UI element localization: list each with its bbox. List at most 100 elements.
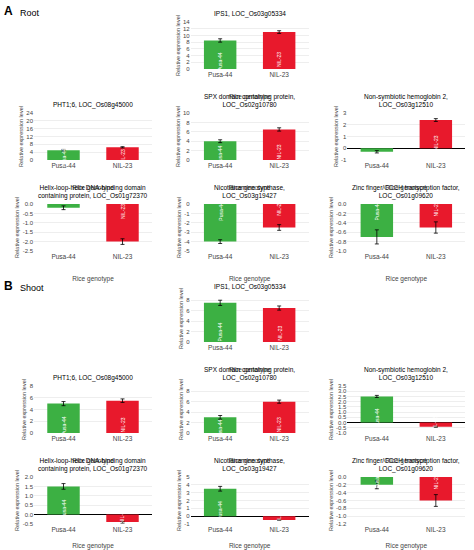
svg-text:Pusa-44: Pusa-44 bbox=[208, 253, 233, 260]
svg-text:4: 4 bbox=[30, 407, 34, 413]
svg-text:Relative expression level: Relative expression level bbox=[178, 379, 184, 440]
svg-text:Pusa-44: Pusa-44 bbox=[374, 408, 380, 427]
svg-text:8: 8 bbox=[186, 39, 190, 45]
svg-text:Pusa-44: Pusa-44 bbox=[208, 71, 233, 78]
svg-text:-5: -5 bbox=[184, 248, 190, 254]
svg-text:0: 0 bbox=[30, 157, 34, 163]
svg-text:Pusa-44: Pusa-44 bbox=[51, 526, 76, 533]
svg-text:-2.5: -2.5 bbox=[23, 248, 34, 254]
svg-text:-1.0: -1.0 bbox=[336, 430, 347, 436]
svg-text:Rice genotype: Rice genotype bbox=[229, 93, 271, 101]
svg-text:8: 8 bbox=[186, 388, 190, 394]
svg-text:Rice genotype: Rice genotype bbox=[386, 457, 428, 465]
svg-text:-0.8: -0.8 bbox=[336, 239, 347, 245]
svg-text:3.5: 3.5 bbox=[338, 383, 347, 389]
svg-text:NIL-23: NIL-23 bbox=[269, 435, 289, 442]
svg-text:0: 0 bbox=[186, 201, 190, 207]
svg-text:Zinc finger/CCCH transcription: Zinc finger/CCCH transcription factor,LO… bbox=[352, 457, 460, 473]
svg-text:0.5: 0.5 bbox=[338, 414, 347, 420]
svg-text:Helix-loop-helix DNA-binding d: Helix-loop-helix DNA-binding domainconta… bbox=[38, 184, 148, 200]
svg-text:-0.2: -0.2 bbox=[336, 211, 347, 217]
svg-text:-1.2: -1.2 bbox=[336, 521, 347, 527]
svg-text:1: 1 bbox=[343, 134, 347, 140]
svg-text:Pusa-44: Pusa-44 bbox=[51, 162, 76, 169]
svg-text:-0.5: -0.5 bbox=[23, 521, 34, 527]
svg-text:-0.5: -0.5 bbox=[336, 425, 347, 431]
svg-text:6: 6 bbox=[186, 399, 190, 405]
svg-text:Pusa-44: Pusa-44 bbox=[374, 202, 380, 221]
svg-text:Relative expression level: Relative expression level bbox=[21, 379, 27, 440]
svg-text:Rice genotype: Rice genotype bbox=[72, 457, 114, 465]
svg-text:2: 2 bbox=[343, 122, 347, 128]
svg-text:Rice genotype: Rice genotype bbox=[386, 275, 428, 283]
svg-text:NIL-23: NIL-23 bbox=[276, 52, 282, 67]
svg-text:24: 24 bbox=[26, 110, 33, 116]
svg-text:Rice genotype: Rice genotype bbox=[72, 542, 114, 550]
svg-text:NIL-23: NIL-23 bbox=[113, 526, 133, 533]
svg-text:Pusa-44: Pusa-44 bbox=[217, 419, 223, 438]
svg-text:Rice genotype: Rice genotype bbox=[229, 457, 271, 465]
svg-text:Pusa-44: Pusa-44 bbox=[208, 344, 233, 351]
svg-text:Relative expression level: Relative expression level bbox=[175, 106, 181, 167]
svg-text:-0.8: -0.8 bbox=[336, 505, 347, 511]
svg-text:Relative expression level: Relative expression level bbox=[333, 106, 339, 167]
svg-text:B: B bbox=[4, 279, 13, 293]
svg-text:1: 1 bbox=[186, 505, 190, 511]
svg-text:Non-symbiotic hemoglobin 2,LOC: Non-symbiotic hemoglobin 2,LOC_Os03g1251… bbox=[364, 366, 448, 382]
svg-text:2: 2 bbox=[186, 148, 190, 154]
svg-text:6: 6 bbox=[186, 46, 190, 52]
svg-text:2.5: 2.5 bbox=[338, 394, 347, 400]
svg-text:IPS1, LOC_Os03g05334: IPS1, LOC_Os03g05334 bbox=[214, 283, 286, 291]
svg-text:Relative expression level: Relative expression level bbox=[175, 15, 181, 76]
svg-text:NIL-23: NIL-23 bbox=[426, 253, 446, 260]
svg-text:Non-symbiotic hemoglobin 2,LOC: Non-symbiotic hemoglobin 2,LOC_Os03g1251… bbox=[364, 93, 448, 109]
svg-text:4: 4 bbox=[186, 138, 190, 144]
svg-text:Rice genotype: Rice genotype bbox=[386, 184, 428, 192]
svg-text:NIL-23: NIL-23 bbox=[433, 135, 439, 150]
svg-text:Relative expression level: Relative expression level bbox=[328, 379, 334, 440]
svg-text:0.0: 0.0 bbox=[338, 474, 347, 480]
svg-text:3: 3 bbox=[343, 110, 347, 116]
svg-text:Nicotianamine synthase,LOC_Os0: Nicotianamine synthase,LOC_Os03g19427 bbox=[214, 184, 285, 200]
svg-text:Relative expression level: Relative expression level bbox=[176, 197, 182, 258]
svg-text:-0.4: -0.4 bbox=[336, 220, 347, 226]
svg-text:8: 8 bbox=[186, 297, 190, 303]
svg-text:0: 0 bbox=[186, 513, 190, 519]
svg-text:NIL-23: NIL-23 bbox=[113, 162, 133, 169]
svg-text:Relative expression level: Relative expression level bbox=[176, 470, 182, 531]
svg-text:2: 2 bbox=[30, 418, 34, 424]
svg-text:20: 20 bbox=[26, 118, 33, 124]
svg-text:6: 6 bbox=[30, 395, 34, 401]
svg-text:Rice genotype: Rice genotype bbox=[72, 275, 114, 283]
svg-text:Root: Root bbox=[20, 8, 40, 18]
svg-text:Pusa-44: Pusa-44 bbox=[365, 253, 390, 260]
svg-text:Pusa-44: Pusa-44 bbox=[217, 52, 223, 71]
svg-text:4: 4 bbox=[186, 409, 190, 415]
svg-text:NIL-23: NIL-23 bbox=[269, 162, 289, 169]
svg-text:Pusa-44: Pusa-44 bbox=[374, 470, 380, 489]
svg-text:NIL-23: NIL-23 bbox=[120, 417, 126, 432]
svg-text:-2: -2 bbox=[184, 220, 190, 226]
svg-text:Pusa-44: Pusa-44 bbox=[208, 526, 233, 533]
svg-text:0: 0 bbox=[343, 145, 347, 151]
svg-text:Shoot: Shoot bbox=[20, 283, 44, 293]
svg-text:Pusa-44: Pusa-44 bbox=[51, 435, 76, 442]
svg-text:Pusa-44: Pusa-44 bbox=[365, 526, 390, 533]
svg-text:-1.0: -1.0 bbox=[336, 248, 347, 254]
svg-text:Relative expression level: Relative expression level bbox=[178, 288, 184, 349]
svg-text:Pusa-44: Pusa-44 bbox=[365, 435, 390, 442]
svg-text:Rice genotype: Rice genotype bbox=[229, 275, 271, 283]
svg-text:2: 2 bbox=[186, 59, 190, 65]
svg-text:Pusa-44: Pusa-44 bbox=[217, 146, 223, 165]
svg-text:0.0: 0.0 bbox=[338, 420, 347, 426]
svg-text:Relative expression level: Relative expression level bbox=[328, 470, 334, 531]
svg-text:Relative expression level: Relative expression level bbox=[14, 197, 20, 258]
svg-text:IPS1, LOC_Os03g05334: IPS1, LOC_Os03g05334 bbox=[214, 10, 286, 18]
svg-text:Pusa-44: Pusa-44 bbox=[51, 253, 76, 260]
svg-text:4: 4 bbox=[186, 318, 190, 324]
svg-text:NIL-23: NIL-23 bbox=[426, 162, 446, 169]
svg-text:NIL-23: NIL-23 bbox=[276, 201, 282, 216]
svg-text:0.0: 0.0 bbox=[25, 512, 34, 518]
svg-text:2.0: 2.0 bbox=[338, 399, 347, 405]
svg-text:-3: -3 bbox=[184, 229, 190, 235]
